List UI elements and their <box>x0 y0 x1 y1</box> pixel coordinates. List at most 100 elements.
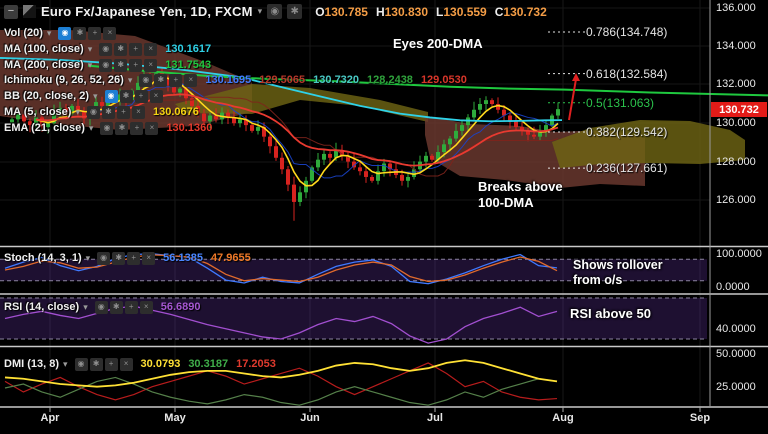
rsi-axis-tick[interactable]: 40.0000 <box>716 323 756 335</box>
chevron-down-icon[interactable]: ▾ <box>85 252 91 263</box>
close-icon[interactable]: × <box>145 121 159 135</box>
eye-icon[interactable]: ◉ <box>99 58 113 72</box>
collapse-button[interactable]: − <box>4 4 18 19</box>
eye-icon[interactable]: ◉ <box>58 26 72 40</box>
price-tick[interactable]: 130.000 <box>716 117 756 129</box>
indicator-buttons: ◉ ✱ + × <box>74 357 133 371</box>
price-tick[interactable]: 126.000 <box>716 194 756 206</box>
chevron-down-icon[interactable]: ▾ <box>87 43 93 54</box>
annotation-line: from o/s <box>573 273 623 287</box>
symbol-title[interactable]: Euro Fx/Japanese Yen, 1D, FXCM <box>41 4 253 19</box>
add-icon[interactable]: + <box>116 105 130 119</box>
indicator-buttons: ◉ ✱ + × <box>58 26 117 40</box>
indicator-label[interactable]: Vol (20) <box>4 27 43 39</box>
eye-icon[interactable]: ◉ <box>104 89 118 103</box>
indicator-label[interactable]: RSI (14, close) <box>4 301 80 313</box>
eye-icon[interactable]: ◉ <box>99 42 113 56</box>
close-icon[interactable]: × <box>131 105 145 119</box>
indicator-buttons: ◉ ✱ + × <box>99 42 158 56</box>
dmi-axis-tick[interactable]: 25.0000 <box>716 381 756 393</box>
chevron-down-icon[interactable]: ▾ <box>63 358 68 369</box>
chevron-down-icon[interactable]: ▾ <box>87 59 93 70</box>
chart-type-icon[interactable] <box>23 5 36 18</box>
indicator-row-ma100: MA (100, close) ▾ ◉ ✱ + × 130.1617 <box>4 42 211 56</box>
add-icon[interactable]: + <box>124 300 138 314</box>
indicator-value: 130.0676 <box>152 106 199 118</box>
gear-icon[interactable]: ✱ <box>114 58 128 72</box>
gear-icon[interactable]: ✱ <box>119 89 133 103</box>
chevron-down-icon[interactable]: ▾ <box>127 74 133 85</box>
chevron-down-icon[interactable]: ▾ <box>46 27 52 38</box>
time-axis-label[interactable]: May <box>164 412 186 424</box>
gear-icon[interactable]: ✱ <box>114 42 128 56</box>
price-tick[interactable]: 132.000 <box>716 78 756 90</box>
add-icon[interactable]: + <box>169 73 183 87</box>
indicator-value: 130.7320 <box>313 74 360 86</box>
close-icon[interactable]: × <box>144 58 158 72</box>
eye-icon[interactable]: ◉ <box>139 73 153 87</box>
chevron-down-icon[interactable]: ▾ <box>88 122 94 133</box>
eye-icon[interactable]: ◉ <box>100 121 114 135</box>
add-icon[interactable]: + <box>129 58 143 72</box>
gear-icon[interactable]: ✱ <box>89 357 103 371</box>
fib-label-618[interactable]: 0.618(132.584) <box>586 67 668 81</box>
close-icon[interactable]: × <box>142 251 156 265</box>
add-icon[interactable]: + <box>127 251 141 265</box>
gear-icon[interactable]: ✱ <box>112 251 126 265</box>
eye-icon[interactable]: ◉ <box>86 105 100 119</box>
indicator-label[interactable]: EMA (21, close) <box>4 122 85 134</box>
gear-icon[interactable]: ✱ <box>287 4 303 19</box>
gear-icon[interactable]: ✱ <box>101 105 115 119</box>
indicator-row-ichimoku: Ichimoku (9, 26, 52, 26) ▾ ◉ ✱ + × 130.1… <box>4 73 467 87</box>
indicator-label[interactable]: Ichimoku (9, 26, 52, 26) <box>4 74 124 86</box>
price-tick[interactable]: 136.000 <box>716 2 756 14</box>
close-icon[interactable]: × <box>119 357 133 371</box>
fib-label-786[interactable]: 0.786(134.748) <box>586 25 668 39</box>
indicator-label[interactable]: BB (20, close, 2) <box>4 90 89 102</box>
indicator-buttons: ◉ ✱ + × <box>86 105 145 119</box>
time-axis-label[interactable]: Apr <box>40 412 60 424</box>
eye-icon[interactable]: ◉ <box>74 357 88 371</box>
chevron-down-icon[interactable]: ▾ <box>92 90 98 101</box>
dmi-axis-tick[interactable]: 50.0000 <box>716 348 756 360</box>
stoch-axis-tick[interactable]: 0.0000 <box>716 281 750 293</box>
chevron-down-icon[interactable]: ▾ <box>75 106 80 117</box>
stoch-axis-tick[interactable]: 100.0000 <box>716 248 762 260</box>
indicator-label[interactable]: MA (5, close) <box>4 106 72 118</box>
close-icon[interactable]: × <box>139 300 153 314</box>
time-axis-label[interactable]: Jun <box>300 412 320 424</box>
time-axis-label[interactable]: Jul <box>427 412 443 424</box>
annotation-rsi-above-50: RSI above 50 <box>570 306 651 321</box>
indicator-label[interactable]: MA (200, close) <box>4 59 84 71</box>
indicator-label[interactable]: Stoch (14, 3, 1) <box>4 252 82 264</box>
add-icon[interactable]: + <box>129 42 143 56</box>
indicator-row-ema21: EMA (21, close) ▾ ◉ ✱ + × 130.1360 <box>4 121 212 135</box>
fib-label-382[interactable]: 0.382(129.542) <box>586 125 668 139</box>
chevron-down-icon[interactable]: ▾ <box>83 301 88 312</box>
gear-icon[interactable]: ✱ <box>115 121 129 135</box>
close-icon[interactable]: × <box>103 26 117 40</box>
add-icon[interactable]: + <box>88 26 102 40</box>
indicator-buttons: ◉ ✱ + × <box>99 58 158 72</box>
time-axis-label[interactable]: Sep <box>689 412 711 424</box>
indicator-label[interactable]: DMI (13, 8) <box>4 358 60 370</box>
eye-icon[interactable]: ◉ <box>94 300 108 314</box>
eye-icon[interactable]: ◉ <box>97 251 111 265</box>
gear-icon[interactable]: ✱ <box>109 300 123 314</box>
price-tick[interactable]: 134.000 <box>716 40 756 52</box>
chevron-down-icon[interactable]: ▾ <box>257 6 263 16</box>
compare-icon[interactable]: ◉ <box>267 4 283 19</box>
add-icon[interactable]: + <box>104 357 118 371</box>
close-icon[interactable]: × <box>149 89 163 103</box>
price-tick[interactable]: 128.000 <box>716 156 756 168</box>
gear-icon[interactable]: ✱ <box>73 26 87 40</box>
gear-icon[interactable]: ✱ <box>154 73 168 87</box>
indicator-label[interactable]: MA (100, close) <box>4 43 84 55</box>
close-icon[interactable]: × <box>184 73 198 87</box>
add-icon[interactable]: + <box>134 89 148 103</box>
close-icon[interactable]: × <box>144 42 158 56</box>
fib-label-500[interactable]: 0.5(131.063) <box>586 96 655 110</box>
add-icon[interactable]: + <box>130 121 144 135</box>
time-axis-label[interactable]: Aug <box>552 412 574 424</box>
fib-label-236[interactable]: 0.236(127.661) <box>586 161 668 175</box>
